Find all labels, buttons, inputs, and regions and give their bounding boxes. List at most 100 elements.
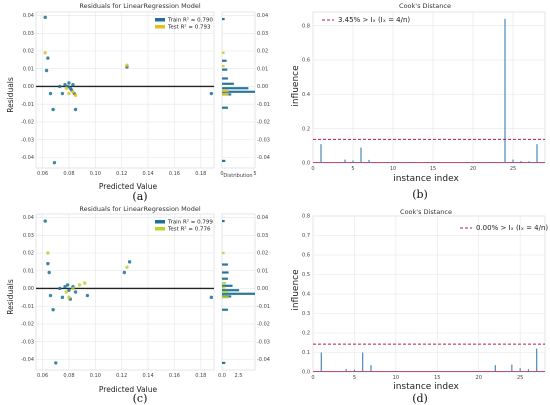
train-hist-bar [222, 292, 255, 295]
x-tick-label: 25 [510, 166, 516, 172]
y-tick-label: 0.6 [302, 253, 310, 259]
train-point [85, 293, 90, 298]
y-tick-label: 0.2 [302, 331, 310, 337]
y-tick-label: 0.0 [302, 161, 310, 167]
y-tick-label: -0.02 [21, 322, 34, 328]
x-tick-label: 15 [434, 375, 440, 381]
panel-c-plot: 0.06 0.08 0.10 0.12 0.14 0.16 0.180.040.030.02… [21, 213, 270, 379]
train-point [58, 286, 62, 291]
train-hist-bar [222, 361, 226, 365]
train-hist-bar [222, 289, 240, 292]
y-tick-label: -0.03 [21, 339, 34, 345]
x-tick-label: 0.14 [143, 171, 154, 177]
hist-y-tick-label: -0.03 [257, 339, 270, 345]
test-point [83, 281, 87, 285]
x-tick-label: 0.18 [195, 373, 206, 379]
train-point [65, 283, 70, 287]
y-tick-label: 0.4 [302, 292, 310, 298]
legend-swatch [155, 227, 165, 231]
test-hist-bar [222, 296, 229, 299]
panel-a-ylabel: Residuals [6, 77, 15, 113]
train-point [73, 290, 78, 294]
panel-d-xlabel: instance index [393, 382, 459, 392]
x-tick-label: 0.10 [90, 373, 101, 379]
y-tick-label: 0.2 [302, 126, 310, 132]
legend-label: Test R² = 0.776 [167, 226, 211, 233]
hist-y-tick-label: 0.03 [257, 31, 268, 37]
train-point [46, 56, 50, 60]
hist-y-tick-label: -0.04 [257, 155, 270, 161]
hist-x-tick-label: 0 [220, 171, 223, 177]
y-tick-label: 0.3 [302, 311, 310, 317]
x-tick-label: 0.06 [37, 373, 48, 379]
panel-d-caption: (d) [412, 392, 428, 405]
hist-y-tick-label: 0.01 [257, 268, 268, 274]
test-hist-bar [222, 290, 229, 294]
train-point [46, 261, 50, 266]
train-hist-bar [222, 77, 228, 80]
legend: 0.00% > Iₓ (Iₓ = 4/n) [460, 224, 548, 232]
hist-y-tick-label: 0.04 [257, 215, 268, 221]
panel-a-title: Residuals for LinearRegression Model [79, 2, 200, 10]
train-hist-bar [222, 68, 228, 71]
train-point [67, 81, 71, 85]
panel-b-caption: (b) [412, 188, 428, 201]
test-point [77, 283, 82, 287]
test-hist-bar [222, 89, 229, 92]
y-tick-label: 0.7 [302, 233, 310, 239]
y-tick-label: 0.01 [23, 268, 34, 274]
test-point [64, 290, 69, 294]
x-tick-label: 0.06 [37, 171, 48, 177]
hist-y-tick-label: 0.04 [257, 13, 268, 19]
x-tick-label: 0.18 [195, 171, 206, 177]
x-tick-label: 20 [476, 375, 482, 381]
train-hist-bar [222, 87, 249, 90]
x-tick-label: 5 [351, 166, 354, 172]
train-point [43, 219, 47, 223]
x-tick-label: 0 [311, 375, 314, 381]
panel-d-title: Cook's Distance [400, 208, 452, 216]
y-tick-label: 0.4 [302, 92, 310, 98]
panel-b-plot: 0 5 10 15 20 25 0.0 0.2 0.4 0.6 0.8 3.45% > Iₓ (Iₓ … [302, 11, 546, 172]
train-point [43, 15, 47, 20]
test-point [73, 93, 78, 98]
x-tick-label: 5 [353, 375, 356, 381]
hist-y-tick-label: -0.01 [257, 102, 270, 108]
train-hist-bar [222, 82, 234, 85]
y-tick-label: 0.5 [302, 272, 310, 278]
train-point [209, 91, 214, 96]
hist-y-tick-label: 0.01 [257, 66, 268, 72]
train-point [44, 68, 49, 73]
test-point [71, 286, 75, 291]
x-tick-label: 0.12 [116, 373, 127, 379]
train-point [67, 288, 71, 292]
y-tick-label: 0.02 [23, 251, 34, 257]
legend-label: 0.00% > Iₓ (Iₓ = 4/n) [476, 224, 548, 232]
y-tick-label: 0.1 [302, 350, 310, 356]
test-point [64, 86, 69, 90]
test-hist-bar [222, 64, 225, 68]
y-tick-label: -0.03 [21, 137, 34, 143]
y-tick-label: 0.6 [302, 58, 310, 64]
x-tick-label: 15 [430, 166, 436, 172]
train-point [71, 82, 75, 87]
panel-c-caption: (c) [133, 392, 148, 405]
y-tick-label: 0.00 [23, 84, 34, 90]
test-hist-bar [222, 286, 226, 289]
x-tick-label: 25 [517, 375, 523, 381]
x-tick-label: 0 [311, 166, 314, 172]
y-tick-label: 0.04 [23, 215, 34, 221]
y-tick-label: 0.02 [23, 49, 34, 55]
panel-a-residuals: Residuals for LinearRegression Model Pre… [6, 2, 253, 203]
y-tick-label: 0.03 [23, 233, 34, 239]
y-tick-label: -0.04 [21, 155, 34, 161]
legend-label: Train R² = 0.799 [167, 219, 213, 226]
main-axes-frame [35, 11, 215, 169]
test-point [46, 251, 50, 255]
panel-d-plot: 0 5 10 15 20 25 0.0 0.1 0.2 0.3 0.4 0.5 0.6 0.7 0.8 0.0… [302, 214, 548, 381]
hist-y-tick-label: 0.00 [257, 286, 268, 292]
y-tick-label: -0.04 [21, 357, 34, 363]
x-tick-label: 0.16 [169, 171, 180, 177]
x-tick-label: 0.12 [116, 171, 127, 177]
